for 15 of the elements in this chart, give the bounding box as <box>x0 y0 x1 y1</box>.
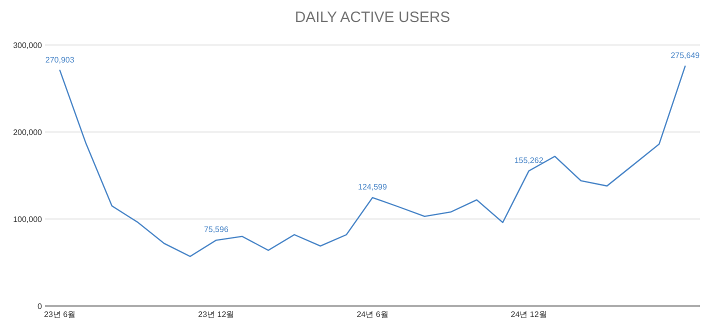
y-tick-label: 200,000 <box>13 128 43 137</box>
y-tick-label: 100,000 <box>13 215 43 224</box>
chart-title: DAILY ACTIVE USERS <box>294 9 450 26</box>
x-tick-label: 24년 12월 <box>510 310 547 319</box>
data-label: 124,599 <box>358 182 388 192</box>
x-tick-label: 23년 6월 <box>44 310 76 319</box>
data-label: 275,649 <box>670 51 700 60</box>
y-tick-label: 0 <box>38 302 43 311</box>
x-tick-label: 23년 12월 <box>198 310 234 319</box>
data-label: 75,596 <box>204 225 229 234</box>
y-tick-label: 300,000 <box>13 41 43 50</box>
data-label: 270,903 <box>45 55 75 64</box>
data-label: 155,262 <box>514 156 544 165</box>
x-tick-label: 24년 6월 <box>356 310 388 319</box>
line-series <box>59 66 686 258</box>
